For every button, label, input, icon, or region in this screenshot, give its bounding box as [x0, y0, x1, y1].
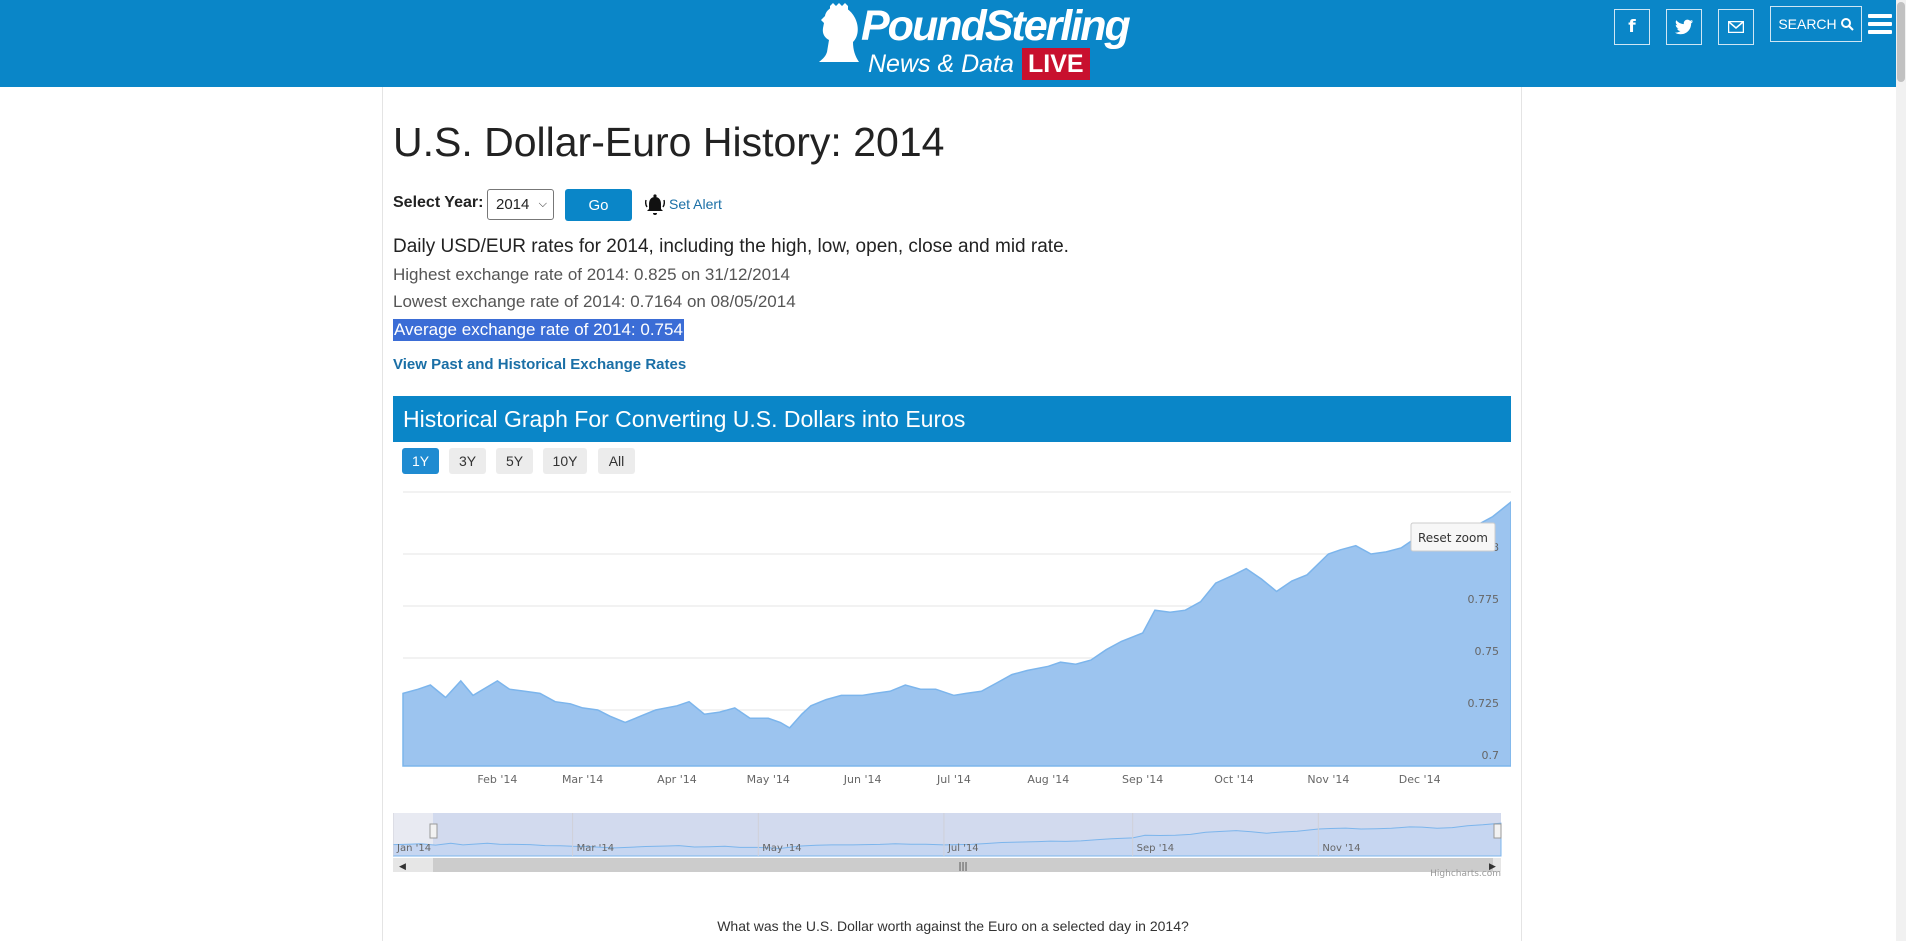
scrollbar-grip-icon: ||| [958, 862, 967, 872]
navigator-left-handle[interactable] [429, 823, 438, 839]
navigator-right-handle[interactable] [1493, 823, 1502, 839]
hamburger-menu-icon[interactable] [1868, 14, 1892, 36]
brand-name: PoundSterling [861, 2, 1131, 50]
x-tick-label: Jul '14 [936, 773, 971, 786]
search-icon [1840, 17, 1854, 31]
x-tick-label: Oct '14 [1214, 773, 1254, 786]
go-button[interactable]: Go [565, 189, 632, 221]
x-tick-label: Feb '14 [477, 773, 517, 786]
range-button-10y[interactable]: 10Y [543, 448, 587, 474]
scroll-right-arrow-icon: ▶ [1489, 862, 1496, 872]
rate-area [402, 500, 1512, 767]
x-tick-label: Nov '14 [1307, 773, 1349, 786]
brand-subtitle: News & Data [868, 50, 1014, 78]
y-tick-label: 0.725 [1468, 697, 1500, 710]
x-tick-label: Mar '14 [562, 773, 603, 786]
average-rate: Average exchange rate of 2014: 0.754 [393, 319, 684, 341]
email-button[interactable] [1718, 9, 1754, 45]
twitter-icon [1675, 19, 1693, 35]
x-tick-label: Dec '14 [1399, 773, 1441, 786]
content-column [382, 87, 1522, 941]
search-label: SEARCH [1778, 16, 1837, 32]
year-select-value: 2014 [496, 196, 530, 213]
set-alert-link[interactable]: Set Alert [669, 196, 722, 212]
scrollbar-thumb[interactable] [1897, 2, 1905, 82]
chart-navigator[interactable]: Jan '14 Mar '14 May '14 Jul '14 Sep '14 Nov '… [392, 813, 1502, 872]
navigator-tick-label: May '14 [762, 843, 801, 854]
twitter-button[interactable] [1666, 9, 1702, 45]
chevron-down-icon: ⌵ [538, 198, 547, 210]
y-tick-label: 0.775 [1468, 593, 1500, 606]
bell-alert-icon[interactable] [645, 194, 665, 216]
email-icon [1728, 21, 1744, 33]
reset-zoom-label: Reset zoom [1418, 531, 1488, 545]
range-button-all[interactable]: All [598, 448, 635, 474]
navigator-tick-label: Jul '14 [947, 843, 979, 854]
range-button-1y[interactable]: 1Y [402, 448, 439, 474]
y-tick-label: 0.75 [1475, 645, 1500, 658]
facebook-icon: f [1628, 17, 1636, 37]
year-select[interactable]: 2014 ⌵ [487, 189, 554, 220]
live-badge: LIVE [1022, 48, 1090, 80]
selected-day-question: What was the U.S. Dollar worth against t… [717, 918, 1189, 934]
range-button-5y[interactable]: 5Y [496, 448, 533, 474]
graph-title: Historical Graph For Converting U.S. Dol… [393, 396, 1511, 442]
highcharts-credits[interactable]: Highcharts.com [1430, 869, 1501, 879]
navigator-tick-label: Jan '14 [396, 843, 431, 854]
reset-zoom-button[interactable]: Reset zoom [1410, 522, 1496, 552]
queen-silhouette-icon [819, 3, 859, 62]
search-button[interactable]: SEARCH [1770, 6, 1862, 42]
navigator-tick-label: Nov '14 [1322, 843, 1360, 854]
navigator-tick-label: Mar '14 [577, 843, 615, 854]
x-tick-label: Jun '14 [843, 773, 882, 786]
facebook-button[interactable]: f [1614, 9, 1650, 45]
page-title: U.S. Dollar-Euro History: 2014 [393, 119, 945, 165]
rates-description: Daily USD/EUR rates for 2014, including … [393, 236, 1069, 257]
top-header: PoundSterling News & Data LIVE f SEARCH [0, 0, 1906, 87]
lowest-rate: Lowest exchange rate of 2014: 0.7164 on … [393, 292, 796, 311]
select-year-label: Select Year: [393, 194, 484, 211]
x-tick-label: Aug '14 [1027, 773, 1069, 786]
historical-rates-link[interactable]: View Past and Historical Exchange Rates [393, 356, 687, 373]
x-tick-label: May '14 [747, 773, 790, 786]
y-tick-label: 0.7 [1482, 749, 1500, 762]
range-button-3y[interactable]: 3Y [449, 448, 486, 474]
navigator-scrollbar-thumb[interactable] [433, 858, 1493, 872]
site-logo[interactable]: PoundSterling News & Data LIVE [816, 0, 1131, 87]
x-tick-label: Apr '14 [657, 773, 697, 786]
page-scrollbar[interactable] [1896, 0, 1906, 941]
x-tick-label: Sep '14 [1122, 773, 1163, 786]
highest-rate: Highest exchange rate of 2014: 0.825 on … [393, 265, 790, 284]
scroll-left-arrow-icon: ◀ [399, 862, 406, 872]
navigator-tick-label: Sep '14 [1137, 843, 1175, 854]
